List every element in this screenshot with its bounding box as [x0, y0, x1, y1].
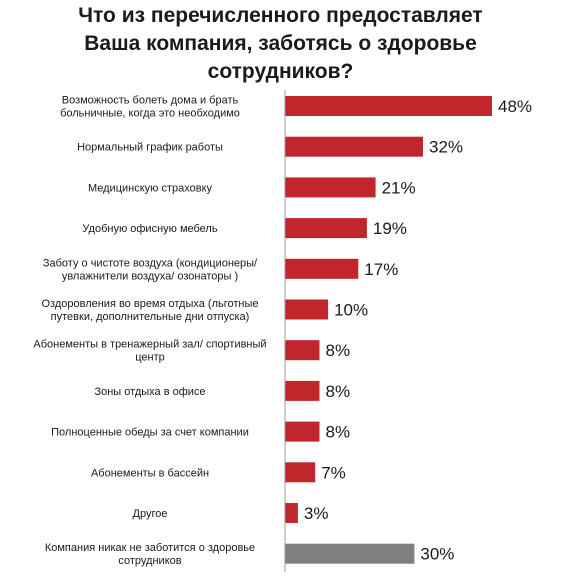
category-label-line: Возможность болеть дома и брать — [62, 95, 239, 107]
category-label: Другое — [133, 508, 168, 520]
bar — [285, 299, 329, 320]
category-label-line: Абонементы в бассейн — [91, 467, 209, 479]
bar-group: Медицинскую страховку 21% — [88, 177, 416, 198]
chart-title-line: сотрудников? — [207, 60, 354, 83]
bar-group: Полноценные обеды за счет компании 8% — [51, 421, 351, 442]
bar — [285, 543, 415, 564]
category-label-line: центр — [135, 352, 165, 364]
bar-group: Оздоровления во время отдыха (льготные пу… — [41, 298, 368, 323]
bar-group: Компания никак не заботится о здоровье со… — [45, 542, 455, 567]
category-label: Заботу о чистоте воздуха (кондиционеры/у… — [43, 257, 258, 282]
value-label: 30% — [420, 545, 454, 564]
category-label-line: больничные, когда это необходимо — [60, 108, 240, 120]
category-label: Компания никак не заботится о здоровье со… — [45, 542, 255, 567]
category-label-line: Зоны отдыха в офисе — [94, 386, 205, 398]
category-label: Зоны отдыха в офисе — [94, 386, 205, 398]
bar-group: Возможность болеть дома и брать больничны… — [60, 95, 532, 120]
bar — [285, 258, 359, 279]
category-label-line: Компания никак не заботится о здоровье — [45, 542, 255, 554]
category-label-line: Полноценные обеды за счет компании — [51, 427, 249, 439]
bar-group: Нормальный график работы 32% — [77, 136, 463, 157]
category-label-line: Другое — [133, 508, 168, 520]
chart-title-line: Что из перечисленного предоставляет — [78, 4, 483, 27]
bar — [285, 96, 492, 116]
value-label: 48% — [498, 97, 532, 116]
value-label: 8% — [326, 423, 351, 442]
bars-layer: Возможность болеть дома и брать больничны… — [33, 95, 532, 568]
value-label: 21% — [382, 178, 416, 197]
category-label: Полноценные обеды за счет компании — [51, 427, 249, 439]
bar-group: Заботу о чистоте воздуха (кондиционеры/у… — [43, 257, 398, 282]
category-label: Абонементы в тренажерный зал/ спортивный… — [33, 339, 266, 364]
bar — [285, 136, 423, 157]
category-label: Нормальный график работы — [77, 142, 223, 154]
bar-group: Удобную офисную мебель 19% — [82, 218, 407, 239]
value-label: 19% — [373, 219, 407, 238]
bar — [285, 503, 298, 523]
bar-group: Зоны отдыха в офисе 8% — [94, 380, 351, 401]
bar-group: Другое 3% — [133, 503, 329, 523]
category-label-line: Медицинскую страховку — [88, 182, 213, 194]
category-label: Медицинскую страховку — [88, 182, 213, 194]
value-label: 32% — [429, 138, 463, 157]
value-label: 17% — [364, 260, 398, 279]
bar — [285, 380, 320, 401]
category-label-line: Абонементы в тренажерный зал/ спортивный — [33, 339, 266, 351]
value-label: 7% — [321, 463, 346, 482]
category-label: Абонементы в бассейн — [91, 467, 209, 479]
bar — [285, 340, 320, 361]
value-label: 10% — [334, 301, 368, 320]
bar-group: Абонементы в тренажерный зал/ спортивный… — [33, 339, 350, 364]
category-label-line: увлажнители воздуха/ озонаторы ) — [62, 270, 238, 282]
bar — [285, 421, 320, 442]
category-label: Оздоровления во время отдыха (льготные пу… — [41, 298, 258, 323]
category-label-line: сотрудников — [118, 555, 181, 567]
chart-title-line: Ваша компания, заботясь о здоровье — [84, 32, 477, 55]
category-label: Возможность болеть дома и брать больничны… — [60, 95, 240, 120]
category-label-line: Удобную офисную мебель — [82, 223, 217, 235]
value-label: 8% — [326, 382, 351, 401]
value-label: 3% — [304, 504, 329, 523]
category-label-line: Заботу о чистоте воздуха (кондиционеры/ — [43, 257, 258, 269]
category-label-line: Нормальный график работы — [77, 142, 223, 154]
bar — [285, 218, 367, 239]
bar — [285, 462, 316, 483]
bar-group: Абонементы в бассейн 7% — [91, 462, 346, 483]
category-label: Удобную офисную мебель — [82, 223, 217, 235]
chart-title: Что из перечисленного предоставляет Ваша… — [30, 2, 531, 86]
category-label-line: Оздоровления во время отдыха (льготные — [41, 298, 258, 310]
category-label-line: путевки, дополнительные дни отпуска) — [51, 311, 250, 323]
bar — [285, 177, 376, 198]
value-label: 8% — [326, 341, 351, 360]
